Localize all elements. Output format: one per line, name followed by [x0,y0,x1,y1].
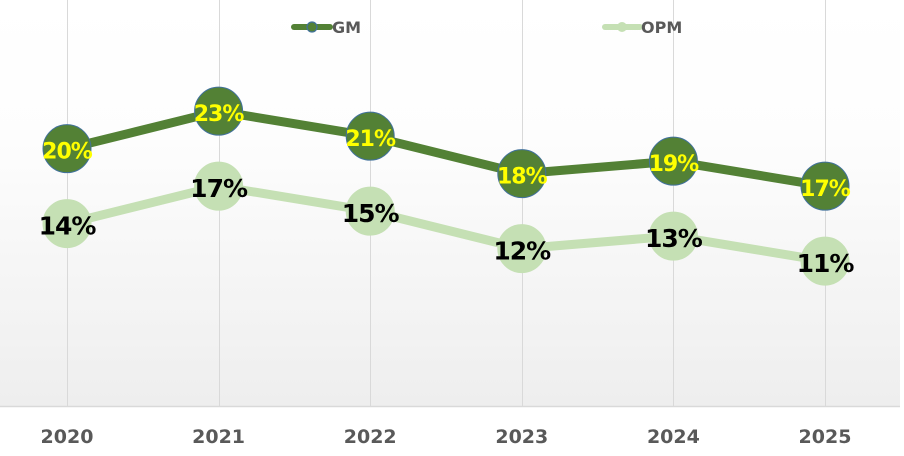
legend-opm-label: OPM [641,18,682,37]
data-label-gm-2024: 19% [649,152,700,177]
series-gm: 20% 23% 21% 18% 19% 17% [42,86,852,211]
legend-item-opm[interactable]: OPM [602,18,682,37]
point-marker-opm-2022[interactable] [345,186,395,236]
point-marker-opm-2024[interactable] [648,211,698,261]
point-marker-gm-2022[interactable] [345,111,395,161]
point-marker-opm-2023[interactable] [497,224,547,274]
data-label-gm-2025: 17% [800,177,851,202]
point-marker-gm-2020[interactable] [42,124,92,174]
data-label-opm-2022: 15% [342,199,400,228]
x-tick-label-2023: 2023 [495,426,548,448]
x-tick-label-2022: 2022 [344,426,397,448]
legend-opm-marker-icon [617,22,627,32]
data-label-opm-2025: 11% [797,249,855,278]
data-label-gm-2020: 20% [42,140,93,165]
legend-gm-marker-icon [306,21,318,33]
point-marker-gm-2025[interactable] [800,161,850,211]
data-label-opm-2020: 14% [39,212,97,241]
data-label-opm-2023: 12% [493,237,551,266]
x-tick-label-2020: 2020 [41,426,94,448]
series-layer: 14% 17% 15% 12% 13% 11% 20% 23% 21% 18% 19% 17% [39,86,855,286]
legend-item-gm[interactable]: GM [291,18,361,37]
x-tick-label-2024: 2024 [647,426,700,448]
point-marker-opm-2025[interactable] [800,236,850,286]
series-opm: 14% 17% 15% 12% 13% 11% [39,161,855,286]
series-line-opm [62,181,830,266]
data-label-opm-2024: 13% [645,224,703,253]
legend-gm-label: GM [332,18,361,37]
data-label-gm-2022: 21% [345,127,396,152]
data-label-gm-2021: 23% [194,102,245,127]
x-tick-label-2025: 2025 [799,426,852,448]
x-axis-tick-labels: 2020 2021 2022 2023 2024 2025 [41,426,852,448]
point-marker-gm-2021[interactable] [194,86,244,136]
data-label-gm-2023: 18% [497,165,548,190]
data-label-opm-2021: 17% [190,174,248,203]
point-marker-gm-2023[interactable] [497,149,547,199]
point-marker-opm-2020[interactable] [42,199,92,249]
series-line-gm [62,106,830,191]
point-marker-opm-2021[interactable] [194,161,244,211]
x-tick-label-2021: 2021 [192,426,245,448]
point-marker-gm-2024[interactable] [648,136,698,186]
legend: GM OPM [291,18,682,37]
